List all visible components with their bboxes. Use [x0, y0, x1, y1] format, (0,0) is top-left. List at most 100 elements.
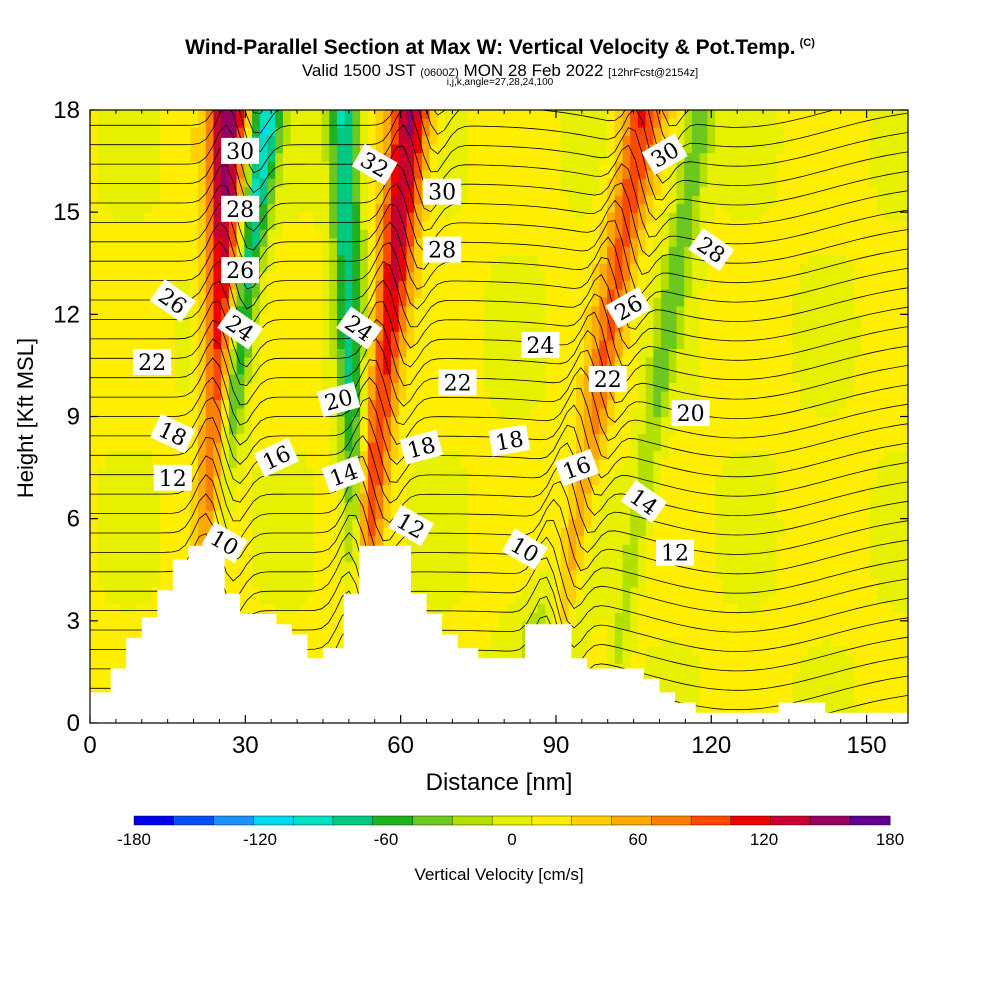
velocity-cell: [398, 476, 407, 486]
velocity-cell: [213, 195, 222, 205]
velocity-cell: [506, 476, 516, 486]
velocity-cell: [499, 212, 508, 222]
velocity-cell: [259, 399, 269, 409]
velocity-cell: [506, 586, 516, 596]
velocity-cell: [252, 161, 261, 171]
velocity-cell: [282, 595, 292, 605]
velocity-cell: [128, 203, 137, 213]
velocity-cell: [529, 373, 539, 384]
velocity-cell: [190, 501, 199, 511]
velocity-cell: [275, 280, 284, 290]
velocity-cell: [259, 501, 269, 511]
velocity-cell: [568, 620, 577, 630]
velocity-cell: [313, 254, 323, 264]
velocity-cell: [182, 390, 191, 401]
velocity-cell: [336, 271, 346, 281]
velocity-cell: [390, 331, 400, 341]
velocity-cell: [560, 305, 570, 315]
velocity-cell: [468, 518, 477, 528]
velocity-cell: [398, 127, 407, 137]
velocity-cell: [329, 127, 338, 137]
velocity-cell: [390, 510, 400, 520]
velocity-cell: [298, 203, 307, 213]
velocity-cell: [352, 407, 361, 418]
velocity-cell: [228, 467, 238, 477]
velocity-cell: [499, 493, 508, 503]
velocity-cell: [383, 527, 392, 537]
velocity-cell: [236, 237, 245, 247]
velocity-cell: [213, 348, 222, 358]
velocity-cell: [568, 450, 577, 460]
velocity-cell: [599, 348, 608, 358]
velocity-cell: [406, 467, 415, 477]
velocity-cell: [576, 569, 585, 579]
velocity-cell: [128, 416, 137, 426]
velocity-cell: [483, 288, 492, 298]
velocity-cell: [607, 203, 616, 213]
velocity-cell: [607, 161, 616, 171]
velocity-cell: [120, 390, 130, 401]
velocity-cell: [352, 144, 361, 154]
velocity-cell: [545, 561, 554, 571]
velocity-cell: [545, 569, 554, 579]
velocity-cell: [522, 280, 531, 290]
velocity-cell: [599, 271, 608, 281]
velocity-cell: [514, 382, 523, 392]
velocity-cell: [167, 382, 176, 392]
velocity-cell: [259, 331, 269, 341]
velocity-cell: [105, 442, 114, 452]
velocity-cell: [128, 271, 137, 281]
velocity-cell: [429, 390, 438, 401]
velocity-cell: [444, 288, 454, 298]
velocity-cell: [144, 161, 153, 171]
velocity-cell: [398, 425, 407, 435]
velocity-cell: [136, 110, 145, 120]
velocity-cell: [190, 127, 199, 137]
velocity-cell: [553, 510, 562, 520]
velocity-cell: [128, 501, 137, 511]
velocity-cell: [406, 144, 415, 154]
velocity-cell: [228, 510, 238, 520]
velocity-cell: [167, 178, 176, 188]
velocity-cell: [421, 169, 431, 179]
velocity-cell: [437, 467, 446, 477]
velocity-cell: [113, 561, 122, 571]
velocity-cell: [136, 552, 145, 562]
velocity-cell: [128, 144, 137, 154]
velocity-cell: [614, 152, 624, 162]
velocity-cell: [506, 569, 516, 579]
velocity-cell: [144, 110, 153, 120]
velocity-cell: [506, 407, 516, 418]
velocity-cell: [560, 152, 570, 162]
velocity-cell: [298, 110, 307, 120]
velocity-cell: [607, 476, 616, 486]
velocity-cell: [475, 195, 485, 205]
velocity-cell: [313, 339, 323, 349]
velocity-cell: [607, 246, 616, 256]
velocity-cell: [90, 382, 99, 392]
velocity-cell: [499, 271, 508, 281]
velocity-cell: [120, 561, 130, 571]
velocity-cell: [221, 373, 230, 384]
velocity-cell: [452, 467, 462, 477]
velocity-cell: [290, 578, 299, 588]
velocity-cell: [290, 152, 299, 162]
velocity-cell: [383, 356, 392, 367]
velocity-cell: [537, 518, 546, 528]
velocity-cell: [360, 390, 369, 401]
velocity-cell: [599, 552, 608, 562]
velocity-cell: [105, 254, 114, 264]
velocity-cell: [205, 127, 215, 137]
velocity-cell: [198, 322, 207, 332]
velocity-cell: [298, 603, 307, 613]
velocity-cell: [151, 569, 161, 579]
velocity-cell: [460, 535, 469, 545]
velocity-cell: [367, 220, 377, 230]
velocity-cell: [290, 161, 299, 171]
velocity-cell: [491, 322, 500, 332]
velocity-cell: [336, 195, 346, 205]
velocity-cell: [375, 314, 384, 324]
velocity-cell: [607, 433, 616, 443]
velocity-cell: [460, 110, 469, 120]
velocity-cell: [514, 254, 523, 264]
